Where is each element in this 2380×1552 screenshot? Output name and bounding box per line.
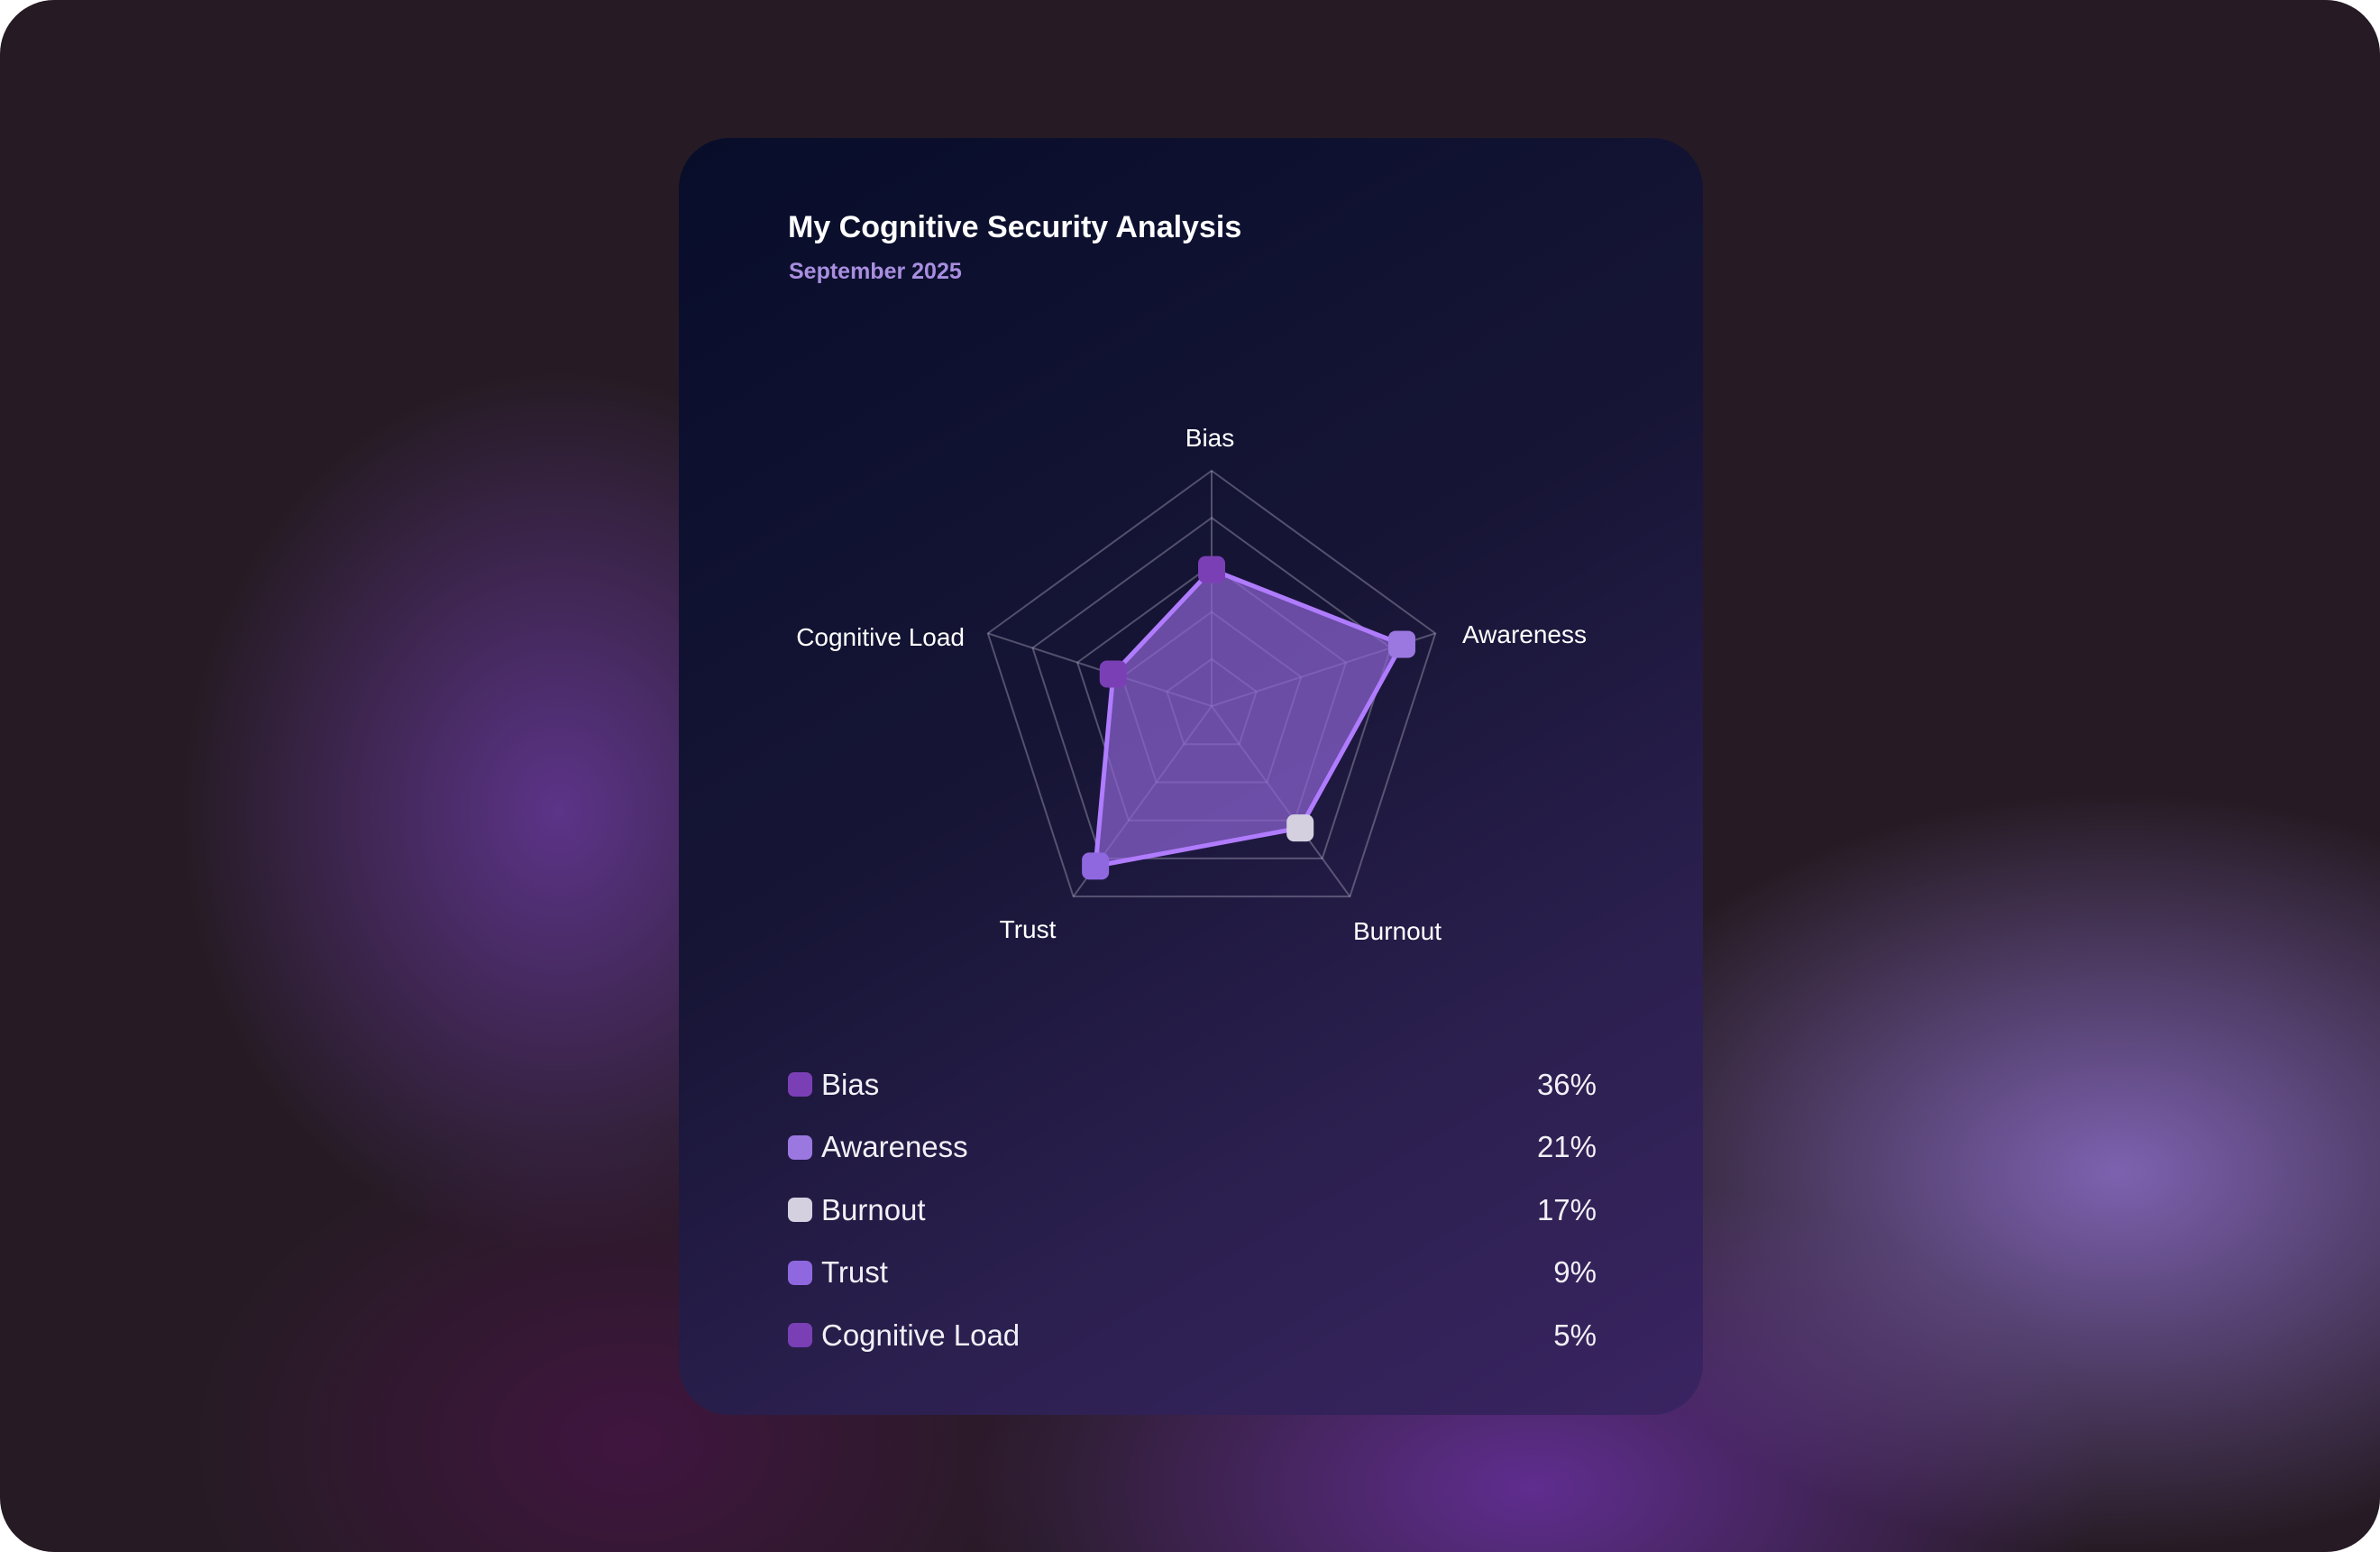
data-point-burnout [1286, 814, 1314, 842]
legend-item: Bias 36% [788, 1053, 1597, 1116]
legend-item: Burnout 17% [788, 1179, 1597, 1242]
card-subtitle: September 2025 [789, 259, 962, 284]
legend-value: 17% [1536, 1192, 1597, 1226]
legend-swatch [788, 1323, 812, 1348]
legend-label: Awareness [821, 1130, 968, 1164]
data-area [1093, 567, 1405, 868]
legend-item: Cognitive Load 5% [788, 1304, 1597, 1367]
legend: Bias 36% Awareness 21% Burnout 17% Trust 9% Cogn… [788, 1053, 1597, 1367]
axis-label: Trust [1000, 915, 1057, 943]
grid-ring [986, 469, 1437, 898]
data-point-bias [1198, 556, 1225, 583]
legend-item: Trust 9% [788, 1242, 1597, 1305]
legend-swatch [788, 1134, 812, 1160]
axis-label: Bias [1185, 424, 1234, 452]
radar-chart: Bias Awareness Burnout Trust Cognitive Load [796, 424, 1587, 945]
legend-label: Cognitive Load [821, 1318, 1021, 1352]
axis-label: Cognitive Load [796, 623, 965, 651]
axis-label: Awareness [1462, 620, 1587, 648]
legend-item: Awareness 21% [788, 1116, 1597, 1180]
legend-value: 9% [1553, 1255, 1597, 1290]
analysis-card: My Cognitive Security Analysis September… [679, 138, 1703, 1415]
legend-swatch [788, 1198, 812, 1223]
legend-value: 36% [1536, 1067, 1597, 1101]
legend-label: Bias [821, 1067, 880, 1101]
axis-label: Burnout [1353, 917, 1442, 945]
legend-swatch [788, 1260, 812, 1285]
data-point-awareness [1387, 630, 1415, 658]
legend-value: 21% [1536, 1130, 1597, 1164]
card-title: My Cognitive Security Analysis [788, 210, 1242, 244]
legend-label: Burnout [821, 1192, 926, 1226]
legend-value: 5% [1553, 1318, 1597, 1352]
data-point-cognitive-load [1099, 660, 1127, 688]
legend-swatch [788, 1072, 812, 1097]
data-point-trust [1082, 852, 1110, 880]
legend-label: Trust [821, 1255, 888, 1290]
